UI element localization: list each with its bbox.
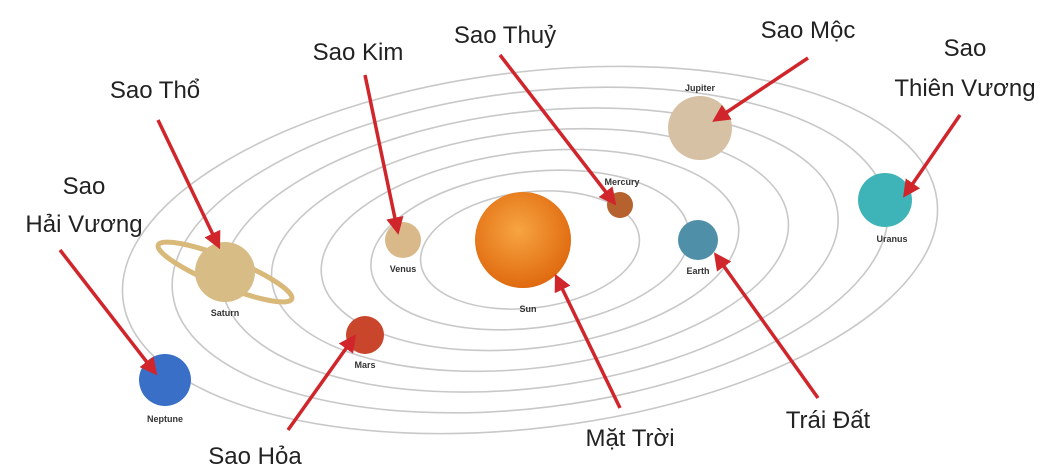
callout: Trái Đất	[786, 407, 871, 434]
solar-system-diagram: Sun Mercury Venus Earth Mars Jupiter Sat…	[0, 0, 1050, 469]
uranus	[858, 173, 912, 227]
arrow	[718, 258, 818, 398]
callout: Thiên Vương	[894, 75, 1035, 102]
callout: Sao Thổ	[110, 77, 200, 104]
planet-label: Mercury	[604, 177, 639, 187]
earth	[678, 220, 718, 260]
sun	[475, 192, 571, 288]
planet-label: Mars	[354, 360, 375, 370]
callout: Sao	[63, 173, 106, 200]
planet-label: Uranus	[876, 234, 907, 244]
arrow	[288, 340, 352, 430]
callout: Sao Thuỷ	[454, 22, 556, 49]
callout: Sao Mộc	[761, 17, 856, 44]
planet-label: Jupiter	[685, 83, 716, 93]
arrow	[500, 55, 612, 200]
jupiter	[668, 96, 732, 160]
callout: Hải Vương	[25, 211, 142, 238]
arrow	[60, 250, 153, 370]
arrow	[158, 120, 217, 243]
planet-label: Sun	[520, 304, 537, 314]
mars	[346, 316, 384, 354]
venus	[385, 222, 421, 258]
callout: Sao Hỏa	[208, 443, 302, 469]
callout: Sao Kim	[313, 39, 404, 66]
planet-label: Venus	[390, 264, 417, 274]
saturn	[195, 242, 255, 302]
callout: Sao	[944, 35, 987, 62]
planet-label: Neptune	[147, 414, 183, 424]
planet-label: Earth	[686, 266, 709, 276]
callout: Mặt Trời	[585, 425, 674, 452]
planet-label: Saturn	[211, 308, 240, 318]
